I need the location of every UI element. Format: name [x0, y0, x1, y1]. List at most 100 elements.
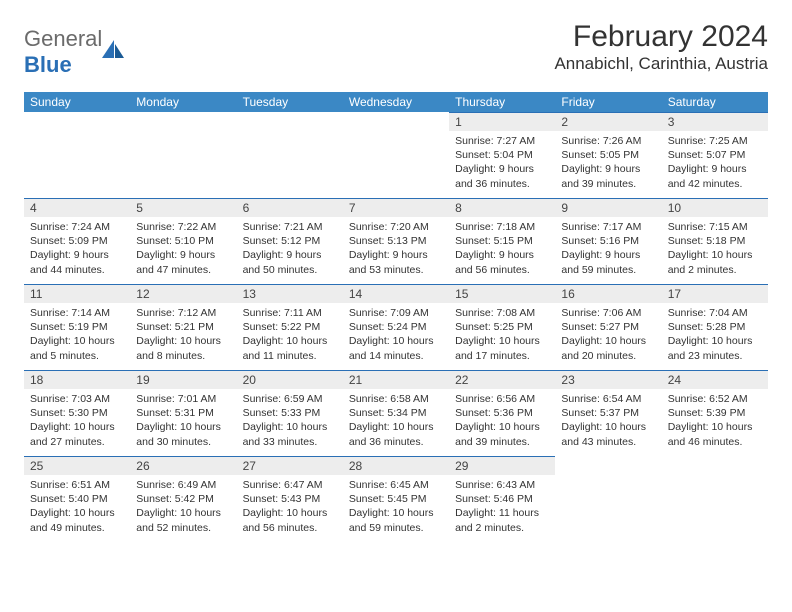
sunrise-text: Sunrise: 7:04 AM	[668, 306, 762, 320]
day-details: Sunrise: 7:14 AMSunset: 5:19 PMDaylight:…	[24, 303, 130, 366]
sunset-text: Sunset: 5:30 PM	[30, 406, 124, 420]
day-header: Saturday	[662, 92, 768, 112]
day-details: Sunrise: 6:47 AMSunset: 5:43 PMDaylight:…	[237, 475, 343, 538]
sunrise-text: Sunrise: 7:26 AM	[561, 134, 655, 148]
daylight-text: Daylight: 9 hours and 59 minutes.	[561, 248, 655, 276]
sunrise-text: Sunrise: 7:17 AM	[561, 220, 655, 234]
daylight-text: Daylight: 10 hours and 56 minutes.	[243, 506, 337, 534]
date-number: 21	[343, 370, 449, 389]
day-details: Sunrise: 7:01 AMSunset: 5:31 PMDaylight:…	[130, 389, 236, 452]
day-cell: 13Sunrise: 7:11 AMSunset: 5:22 PMDayligh…	[237, 284, 343, 370]
day-cell: 4Sunrise: 7:24 AMSunset: 5:09 PMDaylight…	[24, 198, 130, 284]
day-cell: 11Sunrise: 7:14 AMSunset: 5:19 PMDayligh…	[24, 284, 130, 370]
sunset-text: Sunset: 5:25 PM	[455, 320, 549, 334]
daylight-text: Daylight: 10 hours and 59 minutes.	[349, 506, 443, 534]
day-details: Sunrise: 7:06 AMSunset: 5:27 PMDaylight:…	[555, 303, 661, 366]
sunrise-text: Sunrise: 7:27 AM	[455, 134, 549, 148]
sunrise-text: Sunrise: 6:45 AM	[349, 478, 443, 492]
daylight-text: Daylight: 10 hours and 27 minutes.	[30, 420, 124, 448]
sunset-text: Sunset: 5:45 PM	[349, 492, 443, 506]
sunrise-text: Sunrise: 7:20 AM	[349, 220, 443, 234]
day-cell: 14 Sunrise: 7:09 AMSunset: 5:24 PMDayligh…	[343, 284, 449, 370]
week-row: 25Sunrise: 6:51 AMSunset: 5:40 PMDayligh…	[24, 456, 768, 542]
day-details: Sunrise: 7:12 AMSunset: 5:21 PMDaylight:…	[130, 303, 236, 366]
sunrise-text: Sunrise: 7:01 AM	[136, 392, 230, 406]
date-number: 14	[343, 284, 449, 303]
day-details: Sunrise: 7:17 AMSunset: 5:16 PMDaylight:…	[555, 217, 661, 280]
sunrise-text: Sunrise: 6:54 AM	[561, 392, 655, 406]
day-header: Sunday	[24, 92, 130, 112]
sunrise-text: Sunrise: 7:11 AM	[243, 306, 337, 320]
empty-cell: .	[237, 112, 343, 198]
day-details: Sunrise: 7:26 AMSunset: 5:05 PMDaylight:…	[555, 131, 661, 194]
sunset-text: Sunset: 5:46 PM	[455, 492, 549, 506]
daylight-text: Daylight: 9 hours and 47 minutes.	[136, 248, 230, 276]
empty-cell: .	[24, 112, 130, 198]
day-details: Sunrise: 6:52 AMSunset: 5:39 PMDaylight:…	[662, 389, 768, 452]
location: Annabichl, Carinthia, Austria	[554, 54, 768, 74]
day-details: Sunrise: 7:27 AMSunset: 5:04 PMDaylight:…	[449, 131, 555, 194]
day-details: Sunrise: 7:21 AMSunset: 5:12 PMDaylight:…	[237, 217, 343, 280]
date-number: 5	[130, 198, 236, 217]
daylight-text: Daylight: 9 hours and 39 minutes.	[561, 162, 655, 190]
calendar-table: SundayMondayTuesdayWednesdayThursdayFrid…	[24, 92, 768, 542]
daylight-text: Daylight: 10 hours and 36 minutes.	[349, 420, 443, 448]
day-cell: 18Sunrise: 7:03 AMSunset: 5:30 PMDayligh…	[24, 370, 130, 456]
day-details: Sunrise: 6:43 AMSunset: 5:46 PMDaylight:…	[449, 475, 555, 538]
sunset-text: Sunset: 5:16 PM	[561, 234, 655, 248]
sunrise-text: Sunrise: 6:52 AM	[668, 392, 762, 406]
date-number: 3	[662, 112, 768, 131]
empty-cell: .	[555, 456, 661, 542]
sunrise-text: Sunrise: 7:06 AM	[561, 306, 655, 320]
day-details: Sunrise: 7:22 AMSunset: 5:10 PMDaylight:…	[130, 217, 236, 280]
day-cell: 1Sunrise: 7:27 AMSunset: 5:04 PMDaylight…	[449, 112, 555, 198]
date-number: 6	[237, 198, 343, 217]
day-details: Sunrise: 7:04 AMSunset: 5:28 PMDaylight:…	[662, 303, 768, 366]
sunset-text: Sunset: 5:37 PM	[561, 406, 655, 420]
date-number: 24	[662, 370, 768, 389]
day-cell: 17Sunrise: 7:04 AMSunset: 5:28 PMDayligh…	[662, 284, 768, 370]
sunrise-text: Sunrise: 6:58 AM	[349, 392, 443, 406]
date-number: 1	[449, 112, 555, 131]
sunset-text: Sunset: 5:36 PM	[455, 406, 549, 420]
month-title: February 2024	[554, 20, 768, 54]
day-cell: 21Sunrise: 6:58 AMSunset: 5:34 PMDayligh…	[343, 370, 449, 456]
daylight-text: Daylight: 10 hours and 14 minutes.	[349, 334, 443, 362]
daylight-text: Daylight: 10 hours and 20 minutes.	[561, 334, 655, 362]
sunrise-text: Sunrise: 7:15 AM	[668, 220, 762, 234]
sunrise-text: Sunrise: 7:09 AM	[349, 306, 443, 320]
day-cell: 25Sunrise: 6:51 AMSunset: 5:40 PMDayligh…	[24, 456, 130, 542]
week-row: ....1Sunrise: 7:27 AMSunset: 5:04 PMDayl…	[24, 112, 768, 198]
sunset-text: Sunset: 5:27 PM	[561, 320, 655, 334]
sunset-text: Sunset: 5:10 PM	[136, 234, 230, 248]
day-cell: 12Sunrise: 7:12 AMSunset: 5:21 PMDayligh…	[130, 284, 236, 370]
day-details: Sunrise: 7:08 AMSunset: 5:25 PMDaylight:…	[449, 303, 555, 366]
day-header: Tuesday	[237, 92, 343, 112]
day-cell: 26Sunrise: 6:49 AMSunset: 5:42 PMDayligh…	[130, 456, 236, 542]
date-number: 9	[555, 198, 661, 217]
day-cell: 8Sunrise: 7:18 AMSunset: 5:15 PMDaylight…	[449, 198, 555, 284]
sunset-text: Sunset: 5:09 PM	[30, 234, 124, 248]
date-number: 19	[130, 370, 236, 389]
week-row: 11Sunrise: 7:14 AMSunset: 5:19 PMDayligh…	[24, 284, 768, 370]
sunset-text: Sunset: 5:24 PM	[349, 320, 443, 334]
sunset-text: Sunset: 5:43 PM	[243, 492, 337, 506]
daylight-text: Daylight: 9 hours and 36 minutes.	[455, 162, 549, 190]
calendar-body: ....1Sunrise: 7:27 AMSunset: 5:04 PMDayl…	[24, 112, 768, 542]
daylight-text: Daylight: 10 hours and 17 minutes.	[455, 334, 549, 362]
sunrise-text: Sunrise: 6:56 AM	[455, 392, 549, 406]
sunset-text: Sunset: 5:12 PM	[243, 234, 337, 248]
empty-cell: .	[343, 112, 449, 198]
daylight-text: Daylight: 9 hours and 44 minutes.	[30, 248, 124, 276]
day-details: Sunrise: 6:59 AMSunset: 5:33 PMDaylight:…	[237, 389, 343, 452]
sunset-text: Sunset: 5:22 PM	[243, 320, 337, 334]
date-number: 17	[662, 284, 768, 303]
sunset-text: Sunset: 5:13 PM	[349, 234, 443, 248]
day-cell: 3Sunrise: 7:25 AMSunset: 5:07 PMDaylight…	[662, 112, 768, 198]
daylight-text: Daylight: 9 hours and 50 minutes.	[243, 248, 337, 276]
sunset-text: Sunset: 5:04 PM	[455, 148, 549, 162]
sunrise-text: Sunrise: 7:18 AM	[455, 220, 549, 234]
day-details: Sunrise: 7:25 AMSunset: 5:07 PMDaylight:…	[662, 131, 768, 194]
day-cell: 2Sunrise: 7:26 AMSunset: 5:05 PMDaylight…	[555, 112, 661, 198]
daylight-text: Daylight: 10 hours and 11 minutes.	[243, 334, 337, 362]
